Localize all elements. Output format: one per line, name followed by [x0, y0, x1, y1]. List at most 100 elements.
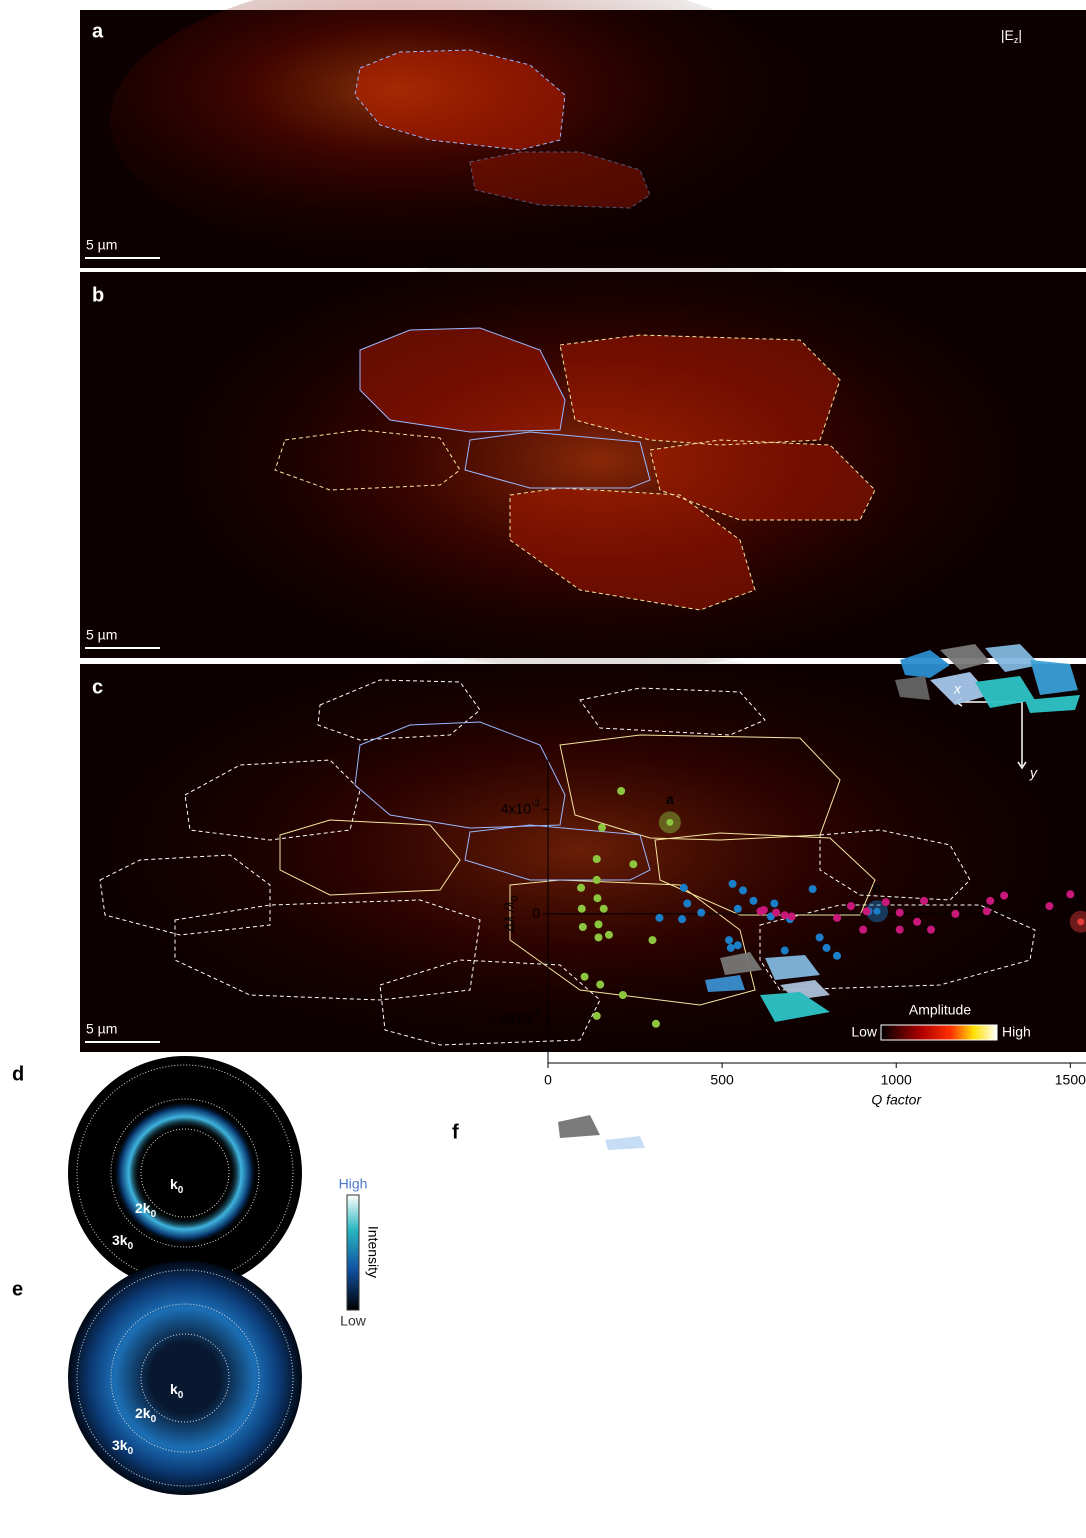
text-part: 0: [128, 1241, 134, 1252]
point: [895, 925, 904, 934]
point: [617, 787, 626, 795]
highlight-point: [666, 818, 674, 826]
highlight-label: b: [873, 880, 882, 896]
point: [618, 991, 627, 999]
scale-bar-label: 5 µm: [86, 237, 117, 253]
y-tick-label: - 4x10-3: [492, 1008, 540, 1026]
panel-label: a: [92, 20, 104, 42]
point: [780, 911, 789, 920]
point: [725, 936, 734, 945]
panel-label: f: [452, 1121, 459, 1143]
point: [592, 875, 601, 884]
point: [1000, 891, 1009, 900]
y-axis-label: Δλ /λ0: [501, 895, 521, 933]
x-tick-label: 0: [544, 1072, 552, 1088]
text-part: 2k: [135, 1405, 151, 1421]
point: [749, 896, 758, 905]
highlight-label: c: [1077, 890, 1085, 906]
point: [594, 933, 603, 942]
point: [833, 913, 842, 922]
field-label: |Ez|: [1001, 27, 1022, 46]
ring-label: 2k0: [135, 1200, 157, 1220]
point: [787, 912, 796, 921]
text-part: |: [1018, 27, 1022, 43]
x-tick-label: 1000: [881, 1072, 912, 1088]
ring-label: 2k0: [135, 1405, 157, 1425]
panel-a-image: [80, 0, 1086, 270]
ring-label: k0: [170, 1176, 184, 1196]
ring-label: k0: [170, 1381, 184, 1401]
point: [655, 913, 664, 922]
point: [739, 886, 748, 895]
point: [733, 941, 742, 950]
highlight-point: [873, 907, 881, 915]
text-part: 0: [510, 895, 521, 901]
text-part: 0: [178, 1185, 184, 1196]
ring-label: 3k0: [112, 1232, 134, 1252]
point: [592, 855, 601, 863]
ring-label: 3k0: [112, 1437, 134, 1457]
text-part: Δλ /λ: [501, 901, 517, 933]
axis-x-label: x: [953, 681, 962, 697]
point: [678, 915, 687, 924]
text-part: 0: [178, 1390, 184, 1401]
text-part: 3k: [112, 1232, 128, 1248]
scale-bar-label: 5 µm: [86, 1021, 117, 1037]
text-part: -3: [531, 1008, 540, 1019]
intensity-title: Intensity: [365, 1226, 381, 1278]
intensity-high: High: [339, 1176, 368, 1192]
text-part: 0: [151, 1209, 157, 1220]
point: [596, 980, 605, 989]
point: [982, 907, 991, 916]
point: [833, 951, 842, 960]
text-part: 0: [128, 1446, 134, 1457]
panel-label: e: [12, 1278, 23, 1300]
point: [927, 925, 936, 934]
point: [881, 898, 890, 907]
point: [577, 883, 586, 892]
x-tick-label: 1500: [1055, 1072, 1086, 1088]
intensity-colorbar: [346, 1194, 360, 1311]
x-axis-label: Q factor: [871, 1092, 922, 1108]
panel-label: c: [92, 676, 103, 698]
point: [679, 883, 688, 892]
text-part: 0: [151, 1414, 157, 1425]
text-part: -3: [531, 798, 540, 809]
point: [651, 1019, 660, 1028]
point: [770, 899, 779, 908]
point: [683, 899, 692, 908]
highlight-point: [1077, 918, 1085, 926]
point: [951, 909, 960, 918]
point: [808, 885, 817, 894]
x-tick-label: 500: [710, 1072, 734, 1088]
text-part: k: [170, 1176, 178, 1192]
point: [815, 933, 824, 942]
point: [648, 936, 657, 945]
point: [593, 894, 602, 903]
text-part: z: [1014, 35, 1019, 45]
point: [780, 946, 789, 955]
point: [920, 896, 929, 905]
point: [1045, 902, 1054, 911]
point: [895, 908, 904, 917]
y-tick-label: 0: [532, 905, 540, 921]
point: [577, 904, 586, 913]
point: [726, 943, 735, 952]
text-part: 0: [532, 905, 540, 921]
point: [580, 972, 589, 981]
text-part: - 4x10: [492, 1009, 531, 1025]
highlight-label: a: [666, 791, 674, 807]
point: [629, 860, 638, 869]
text-part: 2k: [135, 1200, 151, 1216]
colorbar-low: Low: [851, 1024, 878, 1040]
point: [759, 906, 768, 914]
point: [597, 823, 606, 832]
point: [846, 902, 855, 911]
text-part: k: [170, 1381, 178, 1397]
text-part: 3k: [112, 1437, 128, 1453]
text-part: 4x10: [501, 800, 532, 816]
point: [986, 896, 995, 905]
point: [733, 904, 742, 913]
scale-bar-label: 5 µm: [86, 627, 117, 643]
